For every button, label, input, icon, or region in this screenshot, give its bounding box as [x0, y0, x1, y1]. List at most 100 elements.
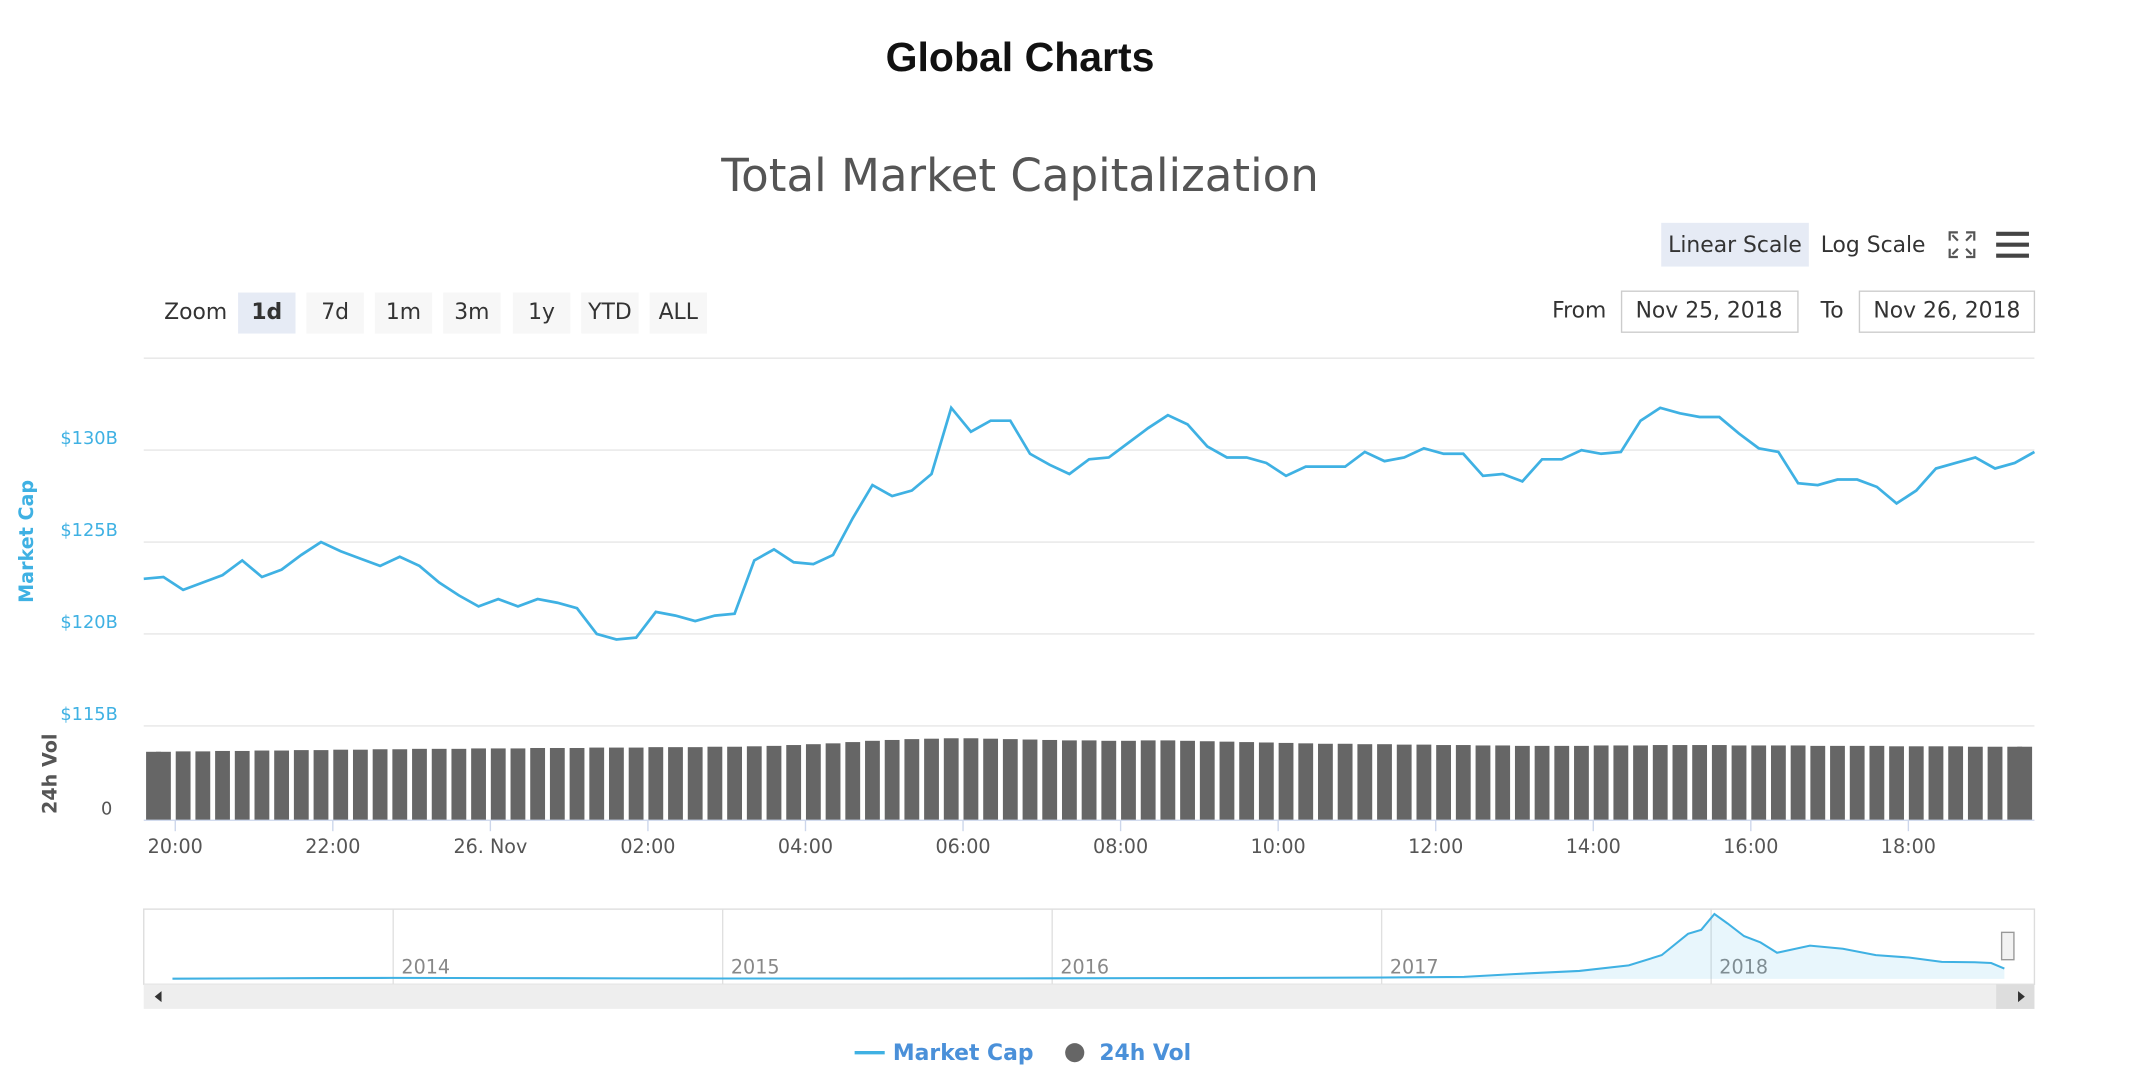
volume-bar	[904, 739, 920, 821]
zoom-button[interactable]	[649, 292, 707, 334]
market-cap-line	[143, 404, 2036, 641]
volume-bar	[983, 738, 999, 821]
scrollbar[interactable]	[143, 984, 2035, 1009]
scrollbar-thumb[interactable]	[1996, 984, 2035, 1009]
volume-bar	[707, 746, 723, 821]
zoom-button[interactable]	[306, 292, 364, 334]
page-heading: Global Charts	[886, 34, 1155, 80]
volume-bar	[1908, 746, 1924, 821]
x-tick-label: 08:00	[1093, 835, 1148, 858]
y-tick-label: $125B	[60, 521, 117, 541]
y2-axis-title: 24h Vol	[38, 734, 61, 814]
volume-bar	[1416, 744, 1432, 821]
volume-bar	[1770, 745, 1786, 821]
zoom-button-label[interactable]: 1y	[528, 300, 555, 325]
volume-bar	[175, 751, 191, 821]
volume-bar	[1652, 745, 1668, 821]
volume-bar	[1061, 740, 1077, 821]
navigator-line	[172, 912, 2005, 980]
x-tick-label: 20:00	[148, 835, 203, 858]
volume-bar	[372, 749, 388, 821]
legend-label[interactable]: 24h Vol	[1099, 1041, 1191, 1066]
zoom-button[interactable]	[443, 292, 501, 334]
zoom-button-label[interactable]: 1d	[251, 300, 282, 325]
volume-bar	[1514, 745, 1530, 821]
zoom-button-label[interactable]: 1m	[386, 300, 421, 325]
volume-bar	[293, 750, 309, 821]
navigator-handle[interactable]	[2000, 931, 2015, 961]
volume-bar	[1436, 745, 1451, 821]
volume-bar	[313, 750, 329, 821]
volume-bar	[1160, 740, 1176, 821]
volume-bar	[254, 750, 270, 821]
volume-bar	[274, 750, 290, 821]
volume-bar	[1278, 742, 1294, 821]
volume-bar	[1987, 746, 2003, 821]
volume-bar	[1377, 744, 1392, 821]
volume-bar	[786, 745, 802, 821]
navigator-tick-label: 2018	[1719, 955, 1768, 978]
zoom-button-label[interactable]: ALL	[659, 300, 699, 325]
zoom-button[interactable]	[238, 292, 296, 334]
to-value[interactable]: Nov 26, 2018	[1873, 299, 2020, 324]
volume-bar	[195, 751, 211, 821]
zoom-button-label[interactable]: 7d	[321, 300, 349, 325]
volume-bar	[1337, 743, 1353, 821]
y-tick-label: $115B	[60, 705, 117, 725]
volume-bar	[1121, 740, 1136, 821]
legend-label[interactable]: Market Cap	[893, 1041, 1034, 1066]
x-tick-label: 18:00	[1881, 835, 1936, 858]
y2-tick-label: 0	[101, 799, 112, 819]
zoom-button[interactable]	[374, 292, 433, 334]
linear-scale-button[interactable]	[1661, 222, 1809, 267]
from-value[interactable]: Nov 25, 2018	[1636, 299, 1783, 324]
scroll-right[interactable]	[2018, 991, 2025, 1003]
navigator-tick-label: 2016	[1060, 955, 1109, 978]
volume-bar	[805, 744, 821, 821]
volume-bar	[1180, 740, 1195, 821]
volume-bar	[1534, 745, 1550, 821]
x-tick-label: 10:00	[1251, 835, 1306, 858]
log-scale-label[interactable]: Log Scale	[1821, 233, 1926, 258]
zoom-button[interactable]	[512, 292, 571, 334]
volume-bar	[1751, 745, 1767, 821]
volume-bar	[1633, 745, 1648, 821]
x-tick-label: 06:00	[935, 835, 990, 858]
volume-bar	[1140, 740, 1156, 821]
volume-bar	[549, 747, 565, 821]
from-input[interactable]	[1620, 290, 1799, 333]
volume-bar	[924, 738, 939, 821]
volume-bar	[1672, 745, 1688, 821]
volume-bar	[1830, 745, 1845, 821]
volume-bar	[1869, 745, 1885, 821]
to-input[interactable]	[1858, 290, 2036, 333]
menu-icon[interactable]	[1996, 231, 2029, 258]
zoom-button-label[interactable]: 3m	[454, 300, 489, 325]
volume-bar	[1002, 739, 1018, 821]
volume-bar	[1318, 743, 1333, 821]
volume-bar	[727, 746, 742, 821]
volume-bar	[1967, 746, 1983, 821]
zoom-button[interactable]	[581, 292, 639, 334]
volume-bar	[1396, 744, 1412, 821]
volume-bar	[1692, 745, 1708, 821]
x-tick-label: 12:00	[1408, 835, 1463, 858]
from-label: From	[1552, 299, 1606, 324]
linear-scale-label[interactable]: Linear Scale	[1668, 233, 1802, 258]
volume-bar	[766, 745, 782, 821]
volume-bar	[1101, 740, 1117, 821]
y-tick-label: $130B	[60, 429, 117, 449]
x-tick-label: 02:00	[620, 835, 675, 858]
volume-bar	[1298, 743, 1314, 821]
volume-bar	[569, 747, 585, 821]
volume-bar	[609, 747, 624, 821]
volume-bar	[1042, 739, 1058, 821]
fullscreen-icon[interactable]	[1948, 231, 1976, 259]
volume-bar	[668, 747, 683, 821]
navigator-tick-label: 2015	[731, 955, 780, 978]
navigator-area-fill	[172, 914, 2005, 979]
volume-bar	[234, 750, 250, 821]
scroll-left[interactable]	[154, 991, 162, 1003]
volume-bar	[1475, 745, 1491, 821]
zoom-button-label[interactable]: YTD	[587, 300, 632, 325]
